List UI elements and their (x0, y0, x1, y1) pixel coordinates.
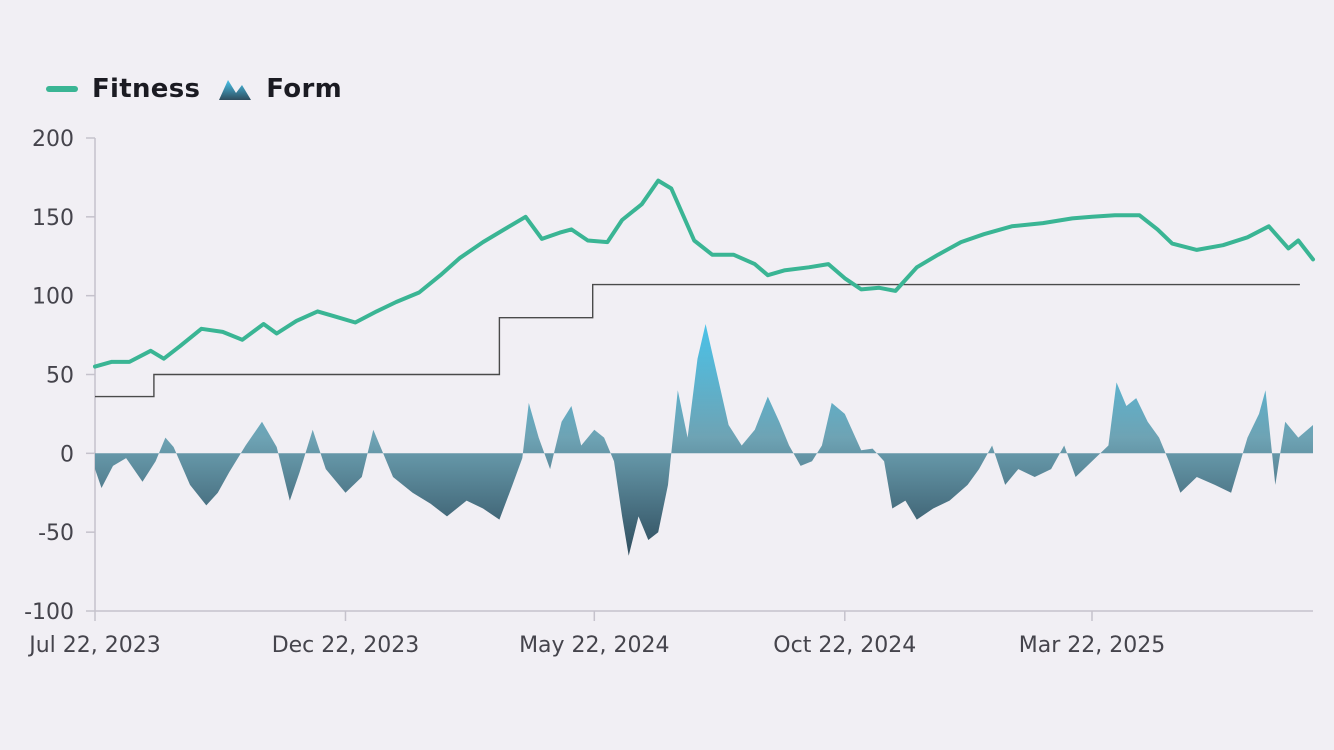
legend-item-fitness[interactable]: Fitness (46, 74, 200, 104)
x-tick-label: Oct 22, 2024 (773, 633, 916, 658)
y-tick-label: 50 (46, 364, 74, 389)
y-tick-label: 200 (32, 127, 74, 152)
mountain-area-swatch-icon (219, 80, 252, 100)
y-tick-label: 0 (60, 442, 74, 467)
legend-item-form[interactable]: Form (218, 74, 342, 104)
form-area-series (95, 324, 1313, 556)
threshold-step-line (95, 283, 1300, 398)
x-tick-label: May 22, 2024 (519, 633, 669, 658)
x-tick-label: Jul 22, 2023 (27, 633, 161, 658)
fitness-line-series (93, 178, 1315, 369)
y-tick-label: 150 (32, 206, 74, 231)
x-tick-label: Dec 22, 2023 (272, 633, 420, 658)
legend-label-fitness: Fitness (92, 74, 201, 104)
y-tick-label: -50 (38, 521, 74, 546)
legend-label-form: Form (266, 74, 342, 104)
y-tick-label: 100 (32, 285, 74, 310)
fitness-line-swatch-icon (46, 86, 78, 92)
x-tick-label: Mar 22, 2025 (1019, 633, 1165, 658)
y-tick-label: -100 (24, 600, 74, 625)
chart-legend: Fitness Form (46, 74, 342, 104)
